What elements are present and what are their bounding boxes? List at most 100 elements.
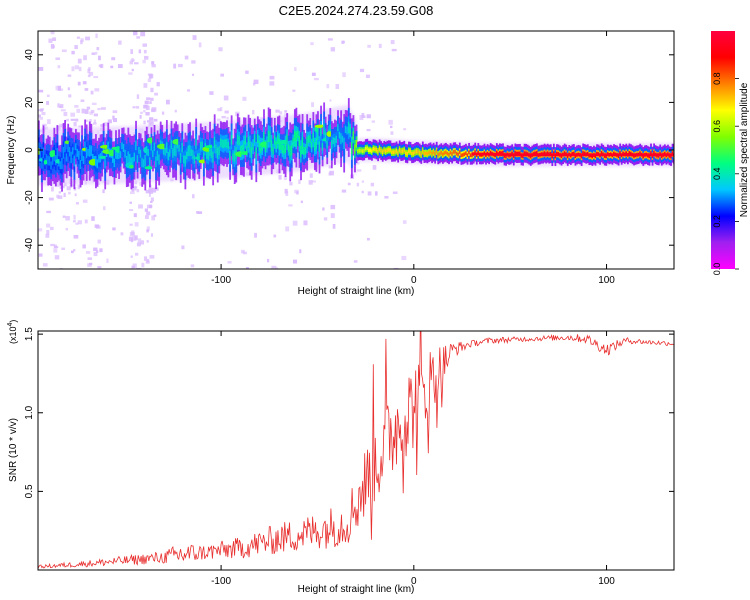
spectrogram-cell: [269, 131, 272, 143]
spectrogram-speckle: [89, 111, 93, 115]
spectrogram-cell: [380, 148, 383, 153]
spectrogram-cell: [384, 149, 387, 154]
spectrogram-cell: [227, 141, 230, 150]
spectrogram-cell: [466, 153, 469, 157]
spectrogram-cell: [164, 147, 167, 156]
spectrogram-speckle: [139, 182, 144, 186]
spectrogram-speckle: [73, 220, 76, 223]
spectrogram-cell: [448, 152, 450, 157]
spectrogram-speckle: [196, 211, 200, 214]
spectrogram-speckle: [131, 187, 135, 192]
spectrogram-speckle: [130, 49, 133, 54]
spectrogram-speckle: [328, 165, 332, 169]
spectrogram-speckle: [148, 188, 153, 193]
spectrogram-cell: [424, 151, 427, 156]
spectrogram-cell: [307, 135, 310, 143]
spectrogram-speckle: [99, 248, 103, 253]
spectrogram-speckle: [80, 99, 85, 102]
spectrogram-speckle: [61, 49, 67, 53]
spectrogram-speckle: [118, 40, 122, 45]
spectrogram-speckle: [38, 228, 43, 232]
spectrogram-speckle: [97, 239, 101, 244]
spectrogram-speckle: [149, 101, 152, 104]
spectrogram-core-cell: [520, 153, 523, 157]
spectrogram-core-cell: [491, 152, 494, 156]
spectrogram-heatmap: [38, 31, 674, 269]
spectrogram-speckle: [66, 186, 71, 191]
spectrogram-speckle: [144, 55, 149, 60]
spectrogram-core-cell: [582, 153, 585, 157]
spectrogram-speckle: [136, 267, 142, 269]
spectrogram-speckle: [292, 220, 298, 226]
spectrogram-cell: [256, 134, 259, 143]
spectrogram-cell: [625, 151, 628, 155]
spectrogram-cell: [201, 141, 204, 149]
colorbar-tick-label: 0.4: [712, 168, 722, 181]
spectrogram-y-tick-label: 40: [24, 49, 35, 61]
spectrogram-cell: [178, 144, 181, 152]
spectrogram-core-cell: [488, 152, 491, 156]
spectrogram-speckle: [388, 119, 393, 125]
spectrogram-core-cell: [607, 153, 610, 157]
spectrogram-blob: [326, 131, 333, 137]
spectrogram-core-cell: [627, 153, 630, 157]
spectrogram-core-cell: [476, 152, 479, 156]
spectrogram-speckle: [129, 231, 135, 237]
spectrogram-blob: [129, 165, 136, 169]
spectrogram-speckle: [271, 265, 277, 269]
spectrogram-core-cell: [601, 153, 603, 157]
spectrogram-speckle: [391, 48, 397, 52]
spectrogram-core-cell: [587, 153, 590, 157]
spectrogram-speckle: [142, 59, 146, 64]
spectrogram-core-cell: [670, 153, 673, 157]
spectrogram-core-cell: [568, 153, 571, 157]
spectrogram-speckle: [136, 242, 141, 247]
spectrogram-speckle: [323, 217, 328, 221]
spectrogram-speckle: [242, 251, 247, 255]
spectrogram-speckle: [198, 42, 202, 48]
spectrogram-speckle: [311, 180, 316, 183]
spectrogram-speckle: [327, 38, 333, 41]
spectrogram-speckle: [227, 261, 232, 264]
spectrogram-cell: [141, 157, 144, 168]
spectrogram-core-cell: [668, 153, 671, 157]
spectrogram-speckle: [289, 181, 293, 186]
spectrogram-cell: [301, 137, 304, 149]
spectrogram-cell: [546, 151, 549, 156]
spectrogram-speckle: [74, 65, 80, 70]
spectrogram-speckle: [82, 199, 88, 203]
spectrogram-speckle: [76, 108, 81, 113]
spectrogram-cell: [408, 149, 410, 153]
spectrogram-speckle: [50, 44, 55, 49]
spectrogram-speckle: [78, 125, 82, 128]
spectrogram-speckle: [38, 67, 44, 71]
spectrogram-speckle: [138, 49, 142, 54]
spectrogram-speckle: [221, 115, 226, 119]
spectrogram-cell: [165, 142, 168, 153]
spectrogram-speckle: [57, 103, 60, 108]
spectrogram-core-cell: [496, 152, 499, 156]
spectrogram-cell: [426, 151, 429, 156]
snr-scale-text: (x104): [7, 320, 18, 344]
spectrogram-speckle: [75, 202, 79, 205]
spectrogram-core-cell: [480, 152, 483, 156]
spectrogram-speckle: [98, 64, 103, 68]
spectrogram-blob: [322, 138, 328, 142]
spectrogram-speckle: [91, 102, 97, 106]
spectrogram-core-cell: [628, 153, 631, 157]
spectrogram-cell: [398, 148, 401, 152]
spectrogram-core-cell: [621, 153, 623, 157]
spectrogram-speckle: [278, 175, 282, 180]
spectrogram-cell: [499, 151, 501, 155]
spectrogram-speckle: [134, 185, 137, 191]
spectrogram-speckle: [84, 219, 88, 224]
spectrogram-speckle: [393, 267, 398, 269]
spectrogram-cell: [320, 125, 322, 136]
spectrogram-cell: [414, 150, 417, 155]
spectrogram-speckle: [95, 250, 99, 253]
spectrogram-speckle: [73, 249, 76, 252]
spectrogram-cell: [455, 151, 458, 156]
spectrogram-core-cell: [556, 153, 559, 157]
spectrogram-y-tick-label: 20: [24, 96, 35, 108]
spectrogram-speckle: [92, 122, 97, 125]
